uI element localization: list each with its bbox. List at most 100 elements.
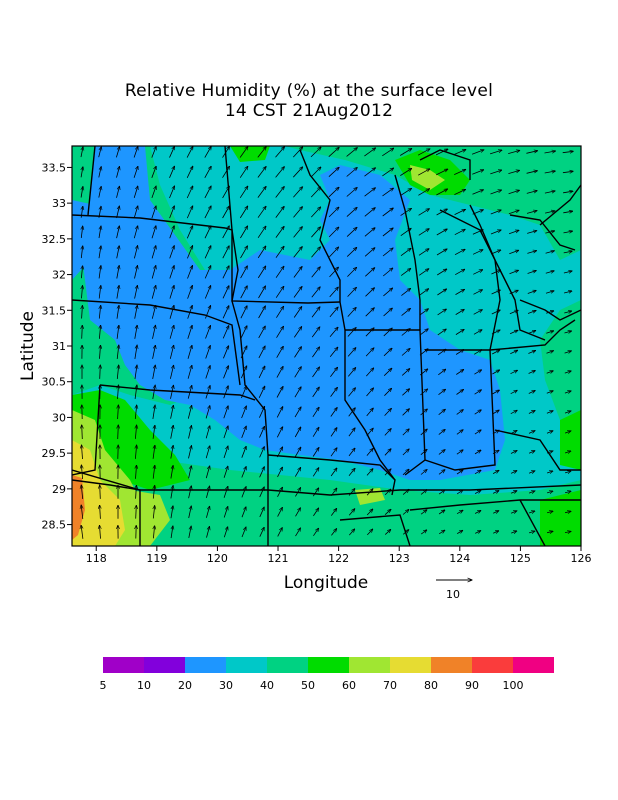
wind-vector — [366, 408, 374, 417]
x-tick-label: 123 — [389, 552, 410, 565]
wind-vector — [206, 486, 209, 499]
wind-vector — [223, 446, 228, 459]
rh-50-60-north — [230, 146, 270, 162]
wind-vector — [365, 288, 375, 297]
wind-vector — [117, 325, 119, 339]
wind-vector — [313, 508, 318, 517]
wind-vector — [384, 509, 391, 515]
wind-vector — [562, 151, 574, 152]
wind-vector — [456, 470, 463, 475]
wind-vector — [329, 287, 339, 298]
wind-vector — [116, 266, 119, 279]
wind-vector — [258, 346, 265, 359]
wind-vector — [170, 405, 174, 419]
wind-vector — [546, 351, 554, 354]
wind-vector — [187, 405, 191, 419]
wind-vector — [312, 468, 319, 477]
wind-vector — [188, 426, 192, 439]
wind-vector — [346, 227, 357, 237]
wind-vector — [187, 365, 192, 379]
wind-vector — [365, 328, 374, 337]
wind-vector — [546, 471, 553, 473]
wind-vector — [419, 309, 429, 316]
wind-vector — [527, 291, 536, 294]
wind-vector — [438, 530, 445, 535]
wind-vector — [100, 345, 101, 359]
wind-vector — [508, 170, 519, 174]
wind-vector — [293, 327, 301, 338]
wind-vector — [204, 246, 211, 259]
wind-vector — [151, 266, 156, 279]
wind-vector — [492, 450, 499, 455]
wind-vector — [329, 347, 338, 358]
wind-vector — [364, 228, 375, 237]
wind-vector — [528, 411, 535, 414]
colorbar-label: 20 — [178, 679, 192, 692]
wind-vector — [420, 429, 427, 436]
colorbar-segment — [185, 657, 226, 673]
wind-vector — [420, 490, 427, 495]
wind-vector — [240, 266, 248, 279]
colorbar-label: 60 — [342, 679, 356, 692]
wind-vector — [276, 366, 283, 378]
wind-vector — [328, 227, 339, 238]
wind-vector — [187, 305, 193, 319]
wind-vector — [82, 325, 83, 339]
wind-vector — [509, 270, 519, 275]
wind-vector — [240, 366, 246, 379]
wind-vector — [546, 371, 554, 374]
wind-vector — [456, 490, 463, 495]
wind-vector — [564, 431, 571, 433]
wind-vector — [152, 365, 156, 379]
wind-vector — [331, 529, 336, 536]
wind-vector — [511, 531, 517, 533]
wind-vector — [366, 448, 373, 456]
wind-vector — [117, 345, 119, 359]
wind-vector — [328, 147, 339, 157]
wind-vector — [438, 429, 445, 435]
wind-vector — [491, 250, 501, 255]
wind-vector — [384, 408, 392, 416]
wind-vector — [473, 330, 482, 335]
wind-vector — [492, 370, 499, 375]
wind-vector — [118, 385, 119, 400]
wind-vector — [311, 267, 321, 278]
wind-vector — [81, 246, 82, 259]
wind-vector — [186, 226, 192, 239]
wind-vector — [134, 246, 137, 259]
wind-vector — [152, 405, 155, 419]
wind-vector — [528, 351, 535, 354]
wind-vector — [257, 246, 266, 259]
wind-vector — [419, 289, 428, 296]
wind-vector — [275, 187, 285, 198]
wind-vector — [294, 467, 300, 477]
wind-vector — [206, 506, 209, 518]
wind-vector — [330, 387, 338, 397]
wind-vector — [82, 445, 83, 460]
wind-vector — [438, 369, 445, 376]
wind-vector — [169, 305, 174, 319]
wind-vector — [240, 346, 247, 359]
wind-vector — [98, 167, 101, 178]
wind-vector — [564, 451, 571, 453]
wind-vector — [455, 350, 464, 355]
wind-vector — [312, 407, 319, 418]
wind-vector — [169, 226, 175, 239]
wind-vector — [186, 186, 193, 199]
wind-vector — [136, 465, 137, 479]
y-tick-label: 32 — [52, 269, 66, 282]
wind-vector — [258, 366, 265, 379]
wind-vector — [135, 425, 136, 439]
wind-vector — [204, 286, 210, 299]
colorbar-segment — [144, 657, 185, 673]
wind-vector — [241, 467, 246, 478]
wind-vector — [276, 387, 283, 398]
wind-vector — [258, 326, 266, 339]
wind-vector — [81, 167, 83, 178]
wind-vector — [493, 511, 499, 514]
x-tick-label: 120 — [207, 552, 228, 565]
wind-vector — [293, 167, 302, 178]
wind-vector — [204, 146, 211, 158]
wind-vector — [383, 368, 392, 376]
